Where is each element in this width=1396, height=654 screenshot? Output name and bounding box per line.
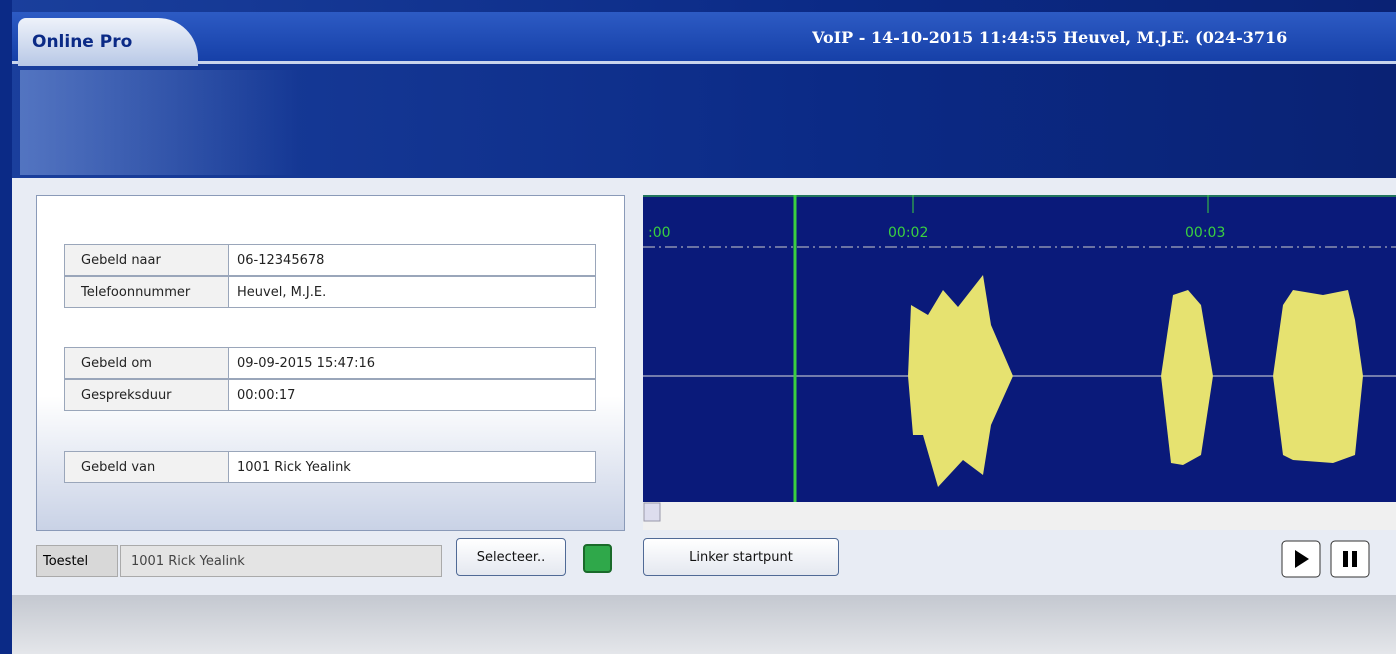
- pause-icon: [1352, 551, 1357, 567]
- label: Telefoonnummer: [65, 277, 229, 307]
- select-button[interactable]: Selecteer..: [456, 538, 566, 576]
- label: Gebeld om: [65, 348, 229, 378]
- device-input[interactable]: 1001 Rick Yealink: [120, 545, 442, 577]
- scrollbar[interactable]: [643, 502, 1396, 530]
- app-window: Online Pro VoIP - 14-10-2015 11:44:55 He…: [0, 0, 1396, 654]
- wave-segment: [1273, 290, 1363, 463]
- value: 09-09-2015 15:47:16: [229, 348, 375, 378]
- value: 1001 Rick Yealink: [229, 452, 351, 482]
- value: 00:00:17: [229, 380, 295, 410]
- call-button[interactable]: [583, 544, 612, 573]
- playback-controls: [1281, 540, 1371, 578]
- app-tab[interactable]: Online Pro: [18, 18, 198, 66]
- value: 06-12345678: [229, 245, 324, 275]
- time-label: :00: [648, 225, 671, 241]
- time-label: 00:03: [1185, 225, 1225, 241]
- window-title: VoIP - 14-10-2015 11:44:55 Heuvel, M.J.E…: [812, 28, 1396, 52]
- label: Gebeld van: [65, 452, 229, 482]
- pause-icon: [1343, 551, 1348, 567]
- scroll-left[interactable]: [644, 503, 660, 521]
- building-image: [20, 70, 300, 175]
- left-edge: [0, 0, 12, 654]
- device-label: Toestel: [36, 545, 118, 577]
- status-bar: [12, 595, 1396, 654]
- label: Gebeld naar: [65, 245, 229, 275]
- cut-button[interactable]: Linker startpunt: [643, 538, 839, 576]
- waveform: :00 00:02 00:03: [643, 195, 1396, 530]
- value: Heuvel, M.J.E.: [229, 277, 326, 307]
- pause-button[interactable]: [1331, 541, 1369, 577]
- label: Gespreksduur: [65, 380, 229, 410]
- time-label: 00:02: [888, 225, 928, 241]
